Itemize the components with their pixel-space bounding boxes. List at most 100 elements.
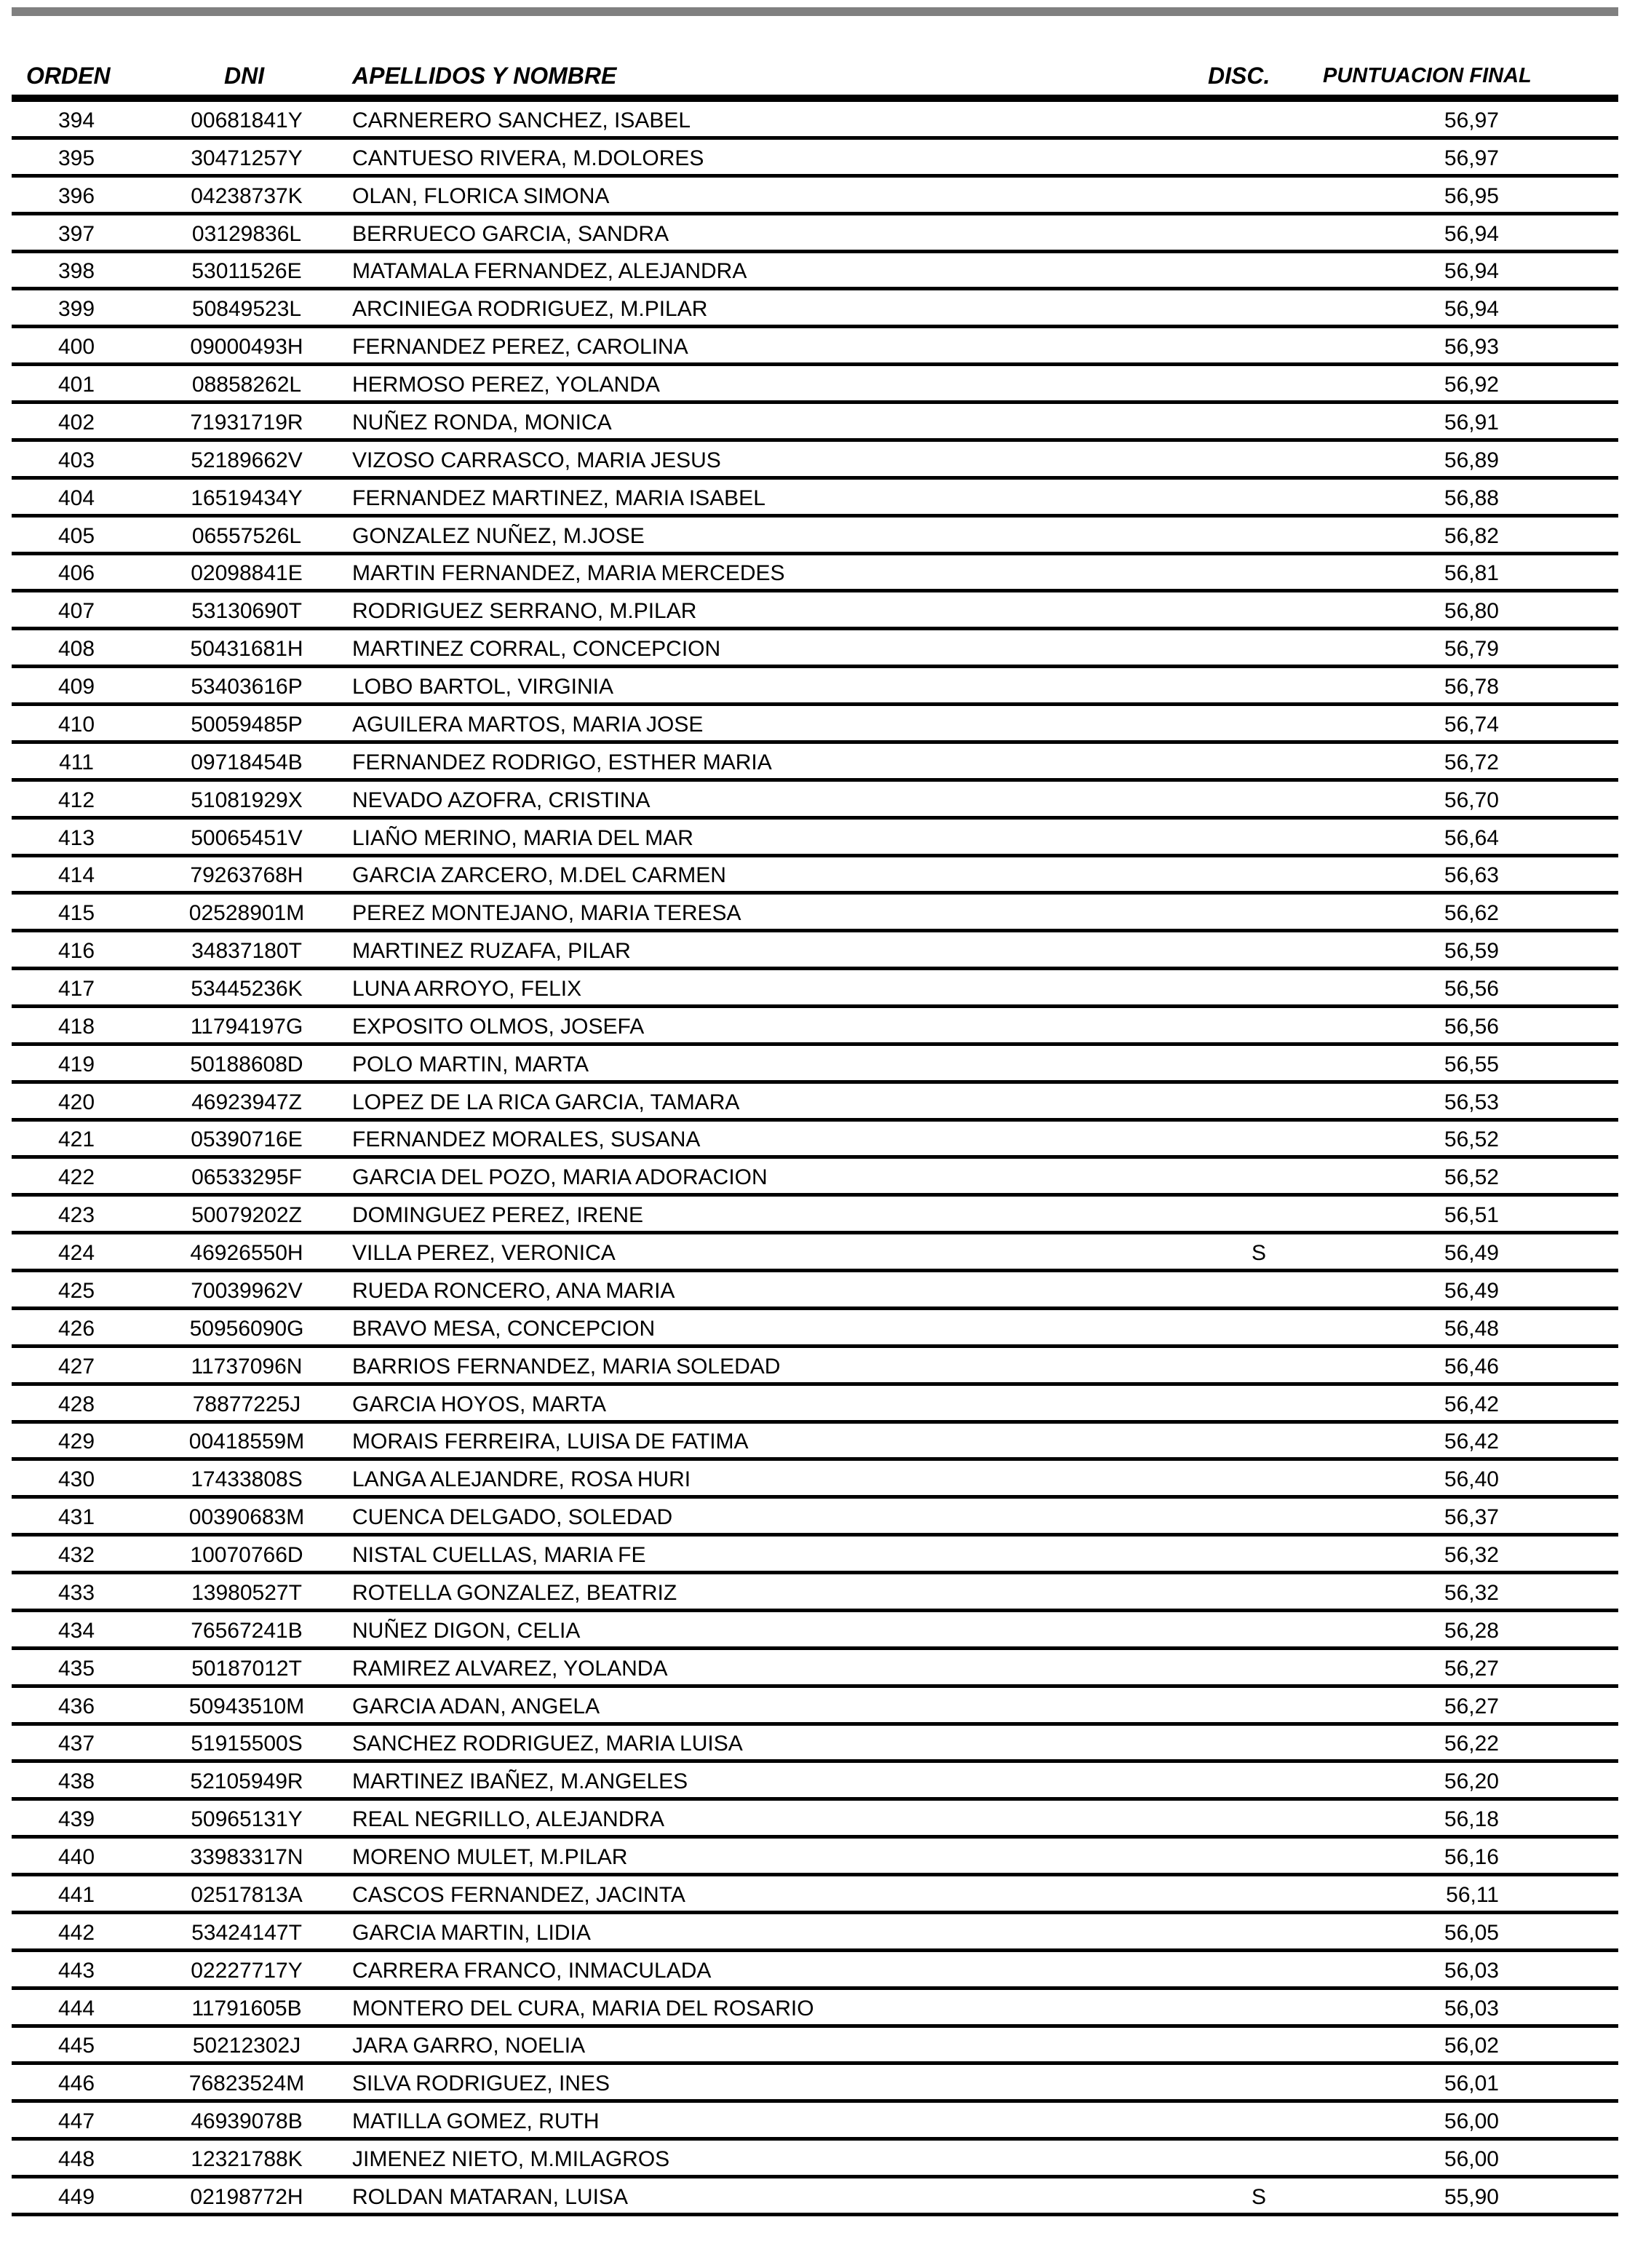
name-cell: GARCIA ZARCERO, M.DEL CARMEN	[352, 863, 726, 888]
table-row: 426 50956090G BRAVO MESA, CONCEPCION 56,48	[0, 1310, 1627, 1348]
row-divider	[12, 853, 1618, 857]
dni-cell: 09000493H	[190, 335, 303, 360]
name-cell: MARTINEZ CORRAL, CONCEPCION	[352, 637, 721, 662]
disc-cell	[1230, 333, 1288, 362]
name-cell: SILVA RODRIGUEZ, INES	[352, 2071, 610, 2096]
orden-cell: 406	[57, 561, 95, 586]
row-divider	[12, 2023, 1618, 2028]
score-cell: 56,52	[1444, 1127, 1499, 1152]
orden-cell: 418	[57, 1014, 95, 1039]
row-divider	[12, 1381, 1618, 1386]
disc-cell	[1230, 2069, 1288, 2098]
name-cell: BRAVO MESA, CONCEPCION	[352, 1316, 656, 1341]
orden-cell: 400	[57, 335, 95, 360]
table-row: 408 50431681H MARTINEZ CORRAL, CONCEPCION 5…	[0, 630, 1627, 669]
name-cell: CANTUESO RIVERA, M.DOLORES	[352, 146, 704, 170]
disc-cell	[1230, 824, 1288, 853]
score-cell: 56,97	[1444, 146, 1499, 170]
orden-cell: 437	[57, 1732, 95, 1756]
dni-cell: 50079202Z	[191, 1203, 302, 1228]
dni-cell: 53011526E	[191, 259, 302, 284]
row-divider	[12, 1948, 1618, 1952]
name-cell: MARTINEZ IBAÑEZ, M.ANGELES	[352, 1769, 688, 1794]
name-cell: POLO MARTIN, MARTA	[352, 1052, 589, 1076]
score-cell: 56,37	[1444, 1505, 1499, 1530]
score-cell: 56,49	[1444, 1241, 1499, 1266]
score-cell: 56,02	[1444, 2034, 1499, 2058]
disc-cell	[1230, 1617, 1288, 1646]
table-row: 447 46939078B MATILLA GOMEZ, RUTH 56,00	[0, 2103, 1627, 2141]
row-divider	[12, 665, 1618, 669]
orden-cell: 431	[57, 1505, 95, 1530]
row-divider	[12, 2099, 1618, 2104]
orden-cell: 397	[57, 221, 95, 246]
table-row: 403 52189662V VIZOSO CARRASCO, MARIA JESUS…	[0, 442, 1627, 480]
row-divider	[12, 1986, 1618, 1990]
header-puntuacion-final: PUNTUACION FINAL	[1323, 64, 1532, 87]
score-cell: 56,32	[1444, 1543, 1499, 1568]
score-cell: 56,52	[1444, 1165, 1499, 1190]
orden-cell: 412	[57, 788, 95, 812]
table-row: 406 02098841E MARTIN FERNANDEZ, MARIA MERC…	[0, 555, 1627, 593]
row-divider	[12, 967, 1618, 971]
score-cell: 56,91	[1444, 410, 1499, 435]
row-divider	[12, 1193, 1618, 1197]
disc-cell	[1230, 1050, 1288, 1079]
name-cell: EXPOSITO OLMOS, JOSEFA	[352, 1014, 645, 1039]
name-cell: VILLA PEREZ, VERONICA	[352, 1241, 616, 1266]
row-divider	[12, 1721, 1618, 1726]
dni-cell: 12321788K	[191, 2146, 303, 2171]
disc-cell	[1230, 408, 1288, 437]
orden-cell: 432	[57, 1543, 95, 1568]
row-divider	[12, 2137, 1618, 2141]
dni-cell: 53403616P	[191, 675, 303, 699]
dni-cell: 71931719R	[190, 410, 303, 435]
orden-cell: 395	[57, 146, 95, 170]
header-orden: ORDEN	[26, 63, 111, 89]
score-cell: 56,93	[1444, 335, 1499, 360]
score-cell: 56,94	[1444, 259, 1499, 284]
dni-cell: 79263768H	[190, 863, 303, 888]
orden-cell: 443	[57, 1958, 95, 1983]
orden-cell: 419	[57, 1052, 95, 1076]
name-cell: BARRIOS FERNANDEZ, MARIA SOLEDAD	[352, 1354, 781, 1379]
table-row: 448 12321788K JIMENEZ NIETO, M.MILAGROS 56,…	[0, 2141, 1627, 2178]
name-cell: GONZALEZ NUÑEZ, M.JOSE	[352, 523, 645, 548]
score-cell: 56,27	[1444, 1656, 1499, 1681]
disc-cell	[1230, 2031, 1288, 2061]
table-row: 445 50212302J JARA GARRO, NOELIA 56,02	[0, 2027, 1627, 2066]
orden-cell: 399	[57, 297, 95, 322]
dni-cell: 46926550H	[190, 1241, 303, 1266]
table-row: 420 46923947Z LOPEZ DE LA RICA GARCIA, TAM…	[0, 1084, 1627, 1122]
dni-cell: 04238737K	[191, 183, 303, 208]
dni-cell: 02198772H	[190, 2184, 303, 2209]
orden-cell: 413	[57, 825, 95, 850]
disc-cell	[1230, 257, 1288, 286]
disc-cell	[1230, 597, 1288, 626]
dni-cell: 53130690T	[191, 599, 302, 624]
dni-cell: 03129836L	[191, 221, 302, 246]
top-divider-bar	[12, 7, 1618, 16]
score-cell: 56,81	[1444, 561, 1499, 586]
orden-cell: 408	[57, 637, 95, 662]
disc-cell	[1230, 1767, 1288, 1796]
disc-cell	[1230, 1427, 1288, 1456]
disc-cell	[1230, 106, 1288, 135]
dni-cell: 46939078B	[191, 2109, 303, 2134]
header-apellidos-nombre: APELLIDOS Y NOMBRE	[352, 63, 617, 89]
score-cell: 56,05	[1444, 1920, 1499, 1945]
disc-cell	[1230, 144, 1288, 173]
dni-cell: 50965131Y	[191, 1807, 303, 1832]
header-dni: DNI	[224, 63, 265, 89]
score-cell: 56,94	[1444, 297, 1499, 322]
disc-cell	[1230, 673, 1288, 702]
disc-cell	[1230, 635, 1288, 664]
orden-cell: 448	[57, 2146, 95, 2171]
disc-cell	[1230, 484, 1288, 513]
score-cell: 56,42	[1444, 1392, 1499, 1416]
row-divider	[12, 627, 1618, 631]
disc-cell	[1230, 1994, 1288, 2023]
disc-cell	[1230, 1163, 1288, 1192]
dni-cell: 16519434Y	[191, 485, 303, 510]
disc-cell	[1230, 1277, 1288, 1306]
